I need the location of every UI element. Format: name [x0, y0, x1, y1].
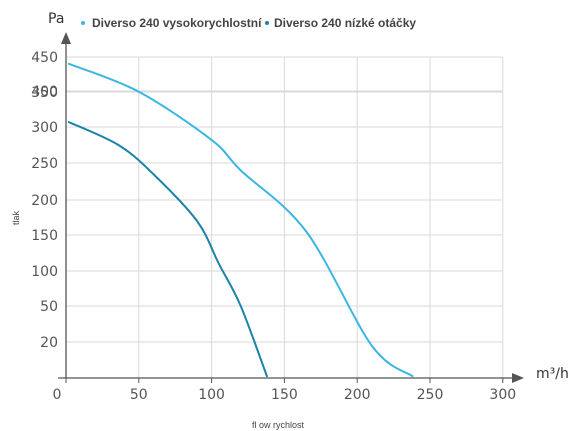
legend-marker-0: [81, 21, 85, 25]
x-tick-label-4: 200: [344, 387, 371, 403]
series: [67, 62, 414, 378]
series-line-1: [67, 121, 268, 378]
y-tick-label-7: 350: [31, 85, 58, 101]
x-axis-title: fl ow rychlost: [252, 420, 305, 430]
x-tick-label-6: 300: [489, 387, 516, 403]
y-tick-label-6: 300: [31, 120, 58, 136]
axes: [58, 32, 524, 383]
x-tick-label-0: 0: [53, 387, 62, 403]
y-tick-label-8: 400: [31, 84, 58, 100]
y-tick-label-9: 450: [31, 50, 58, 66]
y-unit-label: Pa: [48, 11, 64, 27]
legend-marker-1: [265, 21, 269, 25]
x-axis-arrow-icon: [512, 373, 524, 383]
x-tick-label-3: 150: [271, 387, 298, 403]
y-tick-label-4: 200: [31, 193, 58, 209]
x-tick-label-1: 50: [130, 387, 148, 403]
series-line-0: [67, 62, 414, 378]
x-tick-label-2: 100: [198, 387, 225, 403]
legend: Diverso 240 vysokorychlostní Diverso 240…: [81, 16, 416, 30]
legend-label-1: Diverso 240 nízké otáčky: [274, 16, 416, 30]
legend-label-0: Diverso 240 vysokorychlostní: [92, 16, 262, 30]
y-tick-label-5: 250: [31, 156, 58, 172]
grid: [65, 56, 504, 383]
y-axis-arrow-icon: [61, 32, 71, 44]
x-tick-label-5: 250: [417, 387, 444, 403]
x-tick-labels: 0 50 100 150 200 250 300: [53, 387, 517, 403]
y-tick-label-1: 50: [40, 299, 58, 315]
y-tick-label-3: 150: [31, 228, 58, 244]
x-unit-label: m³/h: [536, 366, 569, 382]
y-axis-title: tlak: [11, 211, 21, 226]
y-tick-label-0: 20: [40, 335, 58, 351]
y-tick-label-2: 100: [31, 264, 58, 280]
